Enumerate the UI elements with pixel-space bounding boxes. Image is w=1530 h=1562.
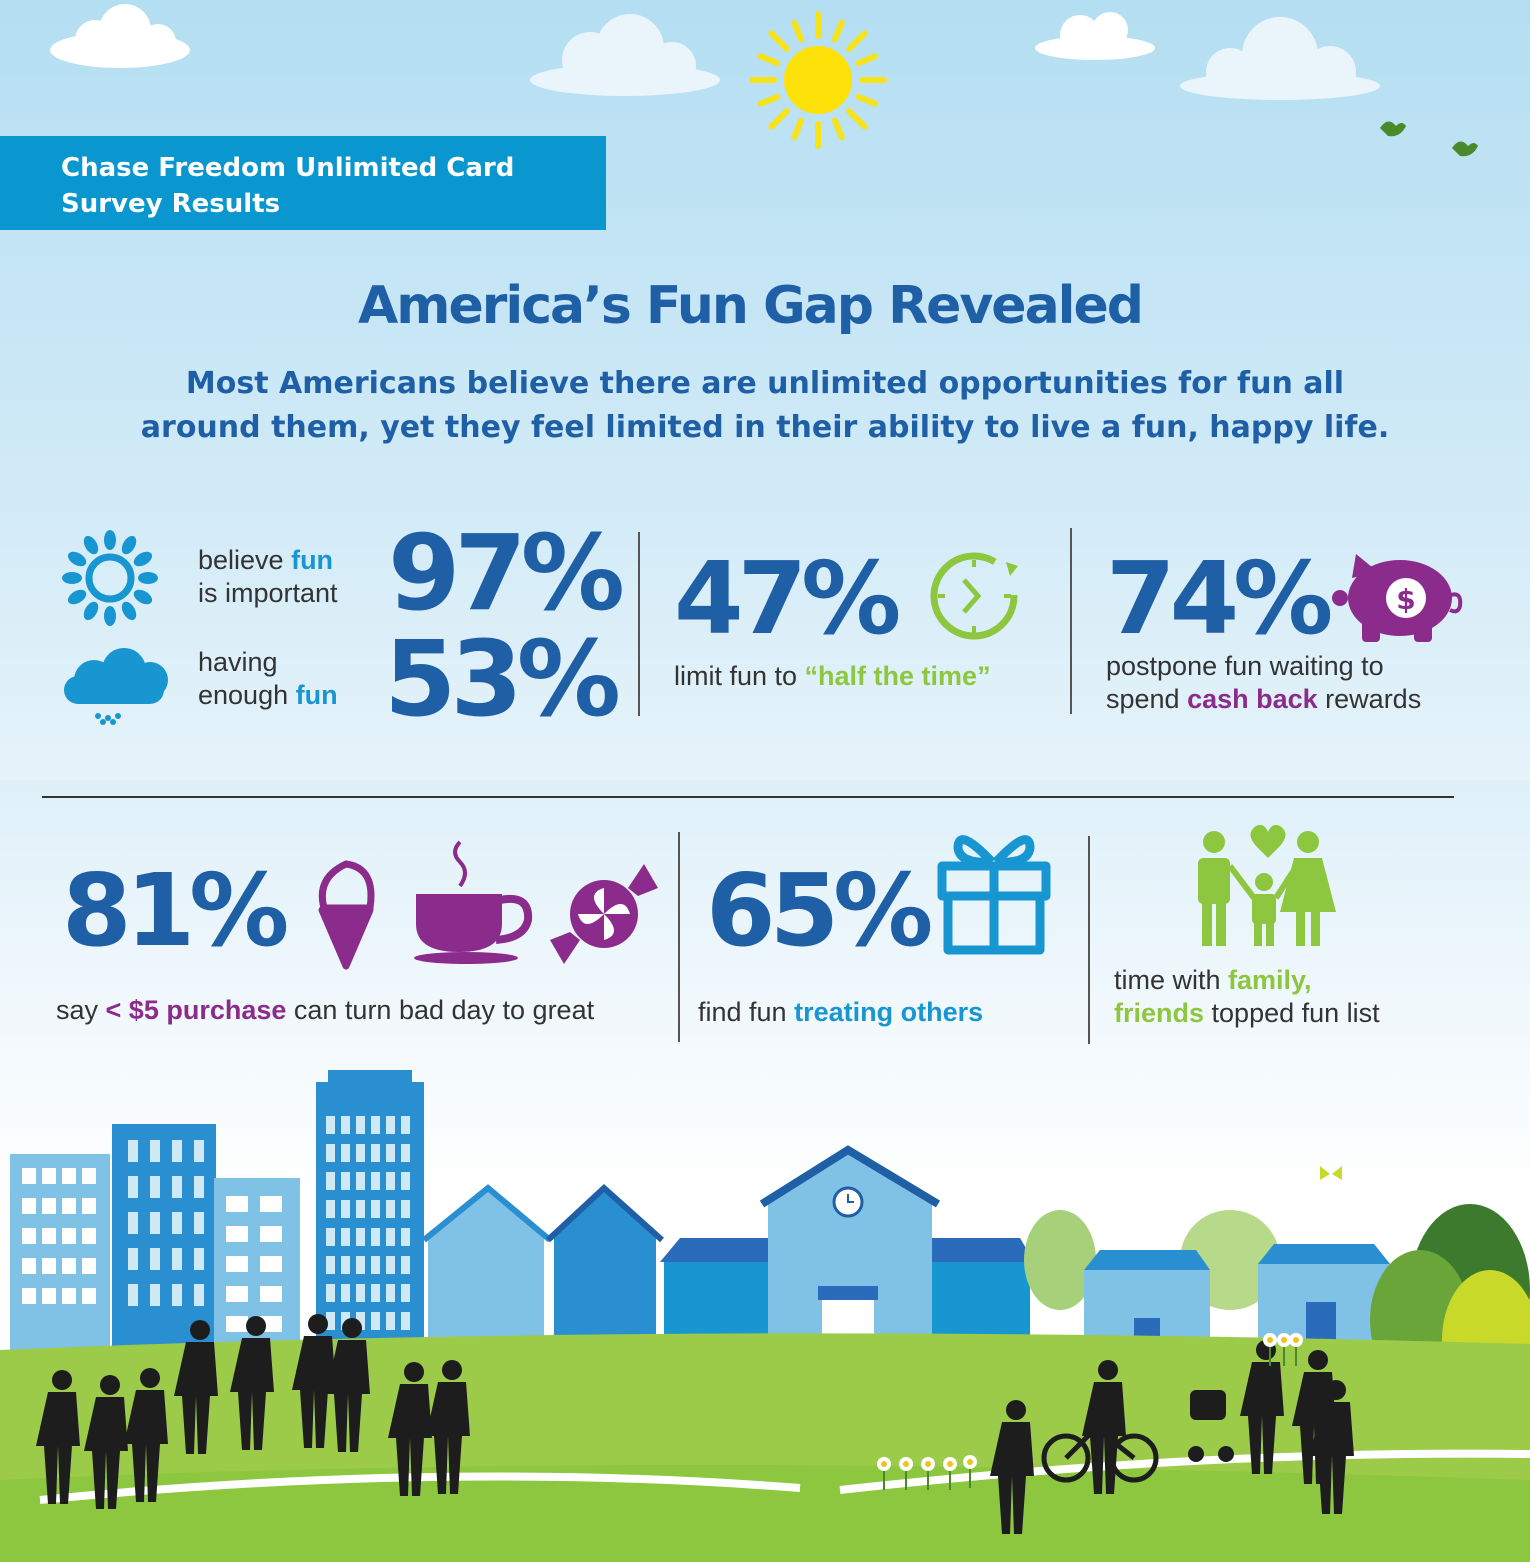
survey-banner <box>0 136 606 230</box>
purchase-post: can turn bad day to great <box>286 995 595 1025</box>
family-hl1: family, <box>1228 965 1312 995</box>
bird-icon <box>1380 121 1478 157</box>
svg-text:$: $ <box>1396 583 1415 616</box>
piggy-bank-icon: $ <box>1332 554 1463 642</box>
stat-81: 81% <box>62 852 289 969</box>
treating-hl: treating others <box>794 997 984 1027</box>
subtitle-line1: Most Americans believe there are unlimit… <box>185 366 1345 401</box>
coffee-cup-icon <box>414 840 533 964</box>
stat-65: 65% <box>706 852 933 969</box>
family-post: topped fun list <box>1204 998 1380 1028</box>
cash-back-line1: postpone fun waiting to <box>1106 651 1384 681</box>
section-divider <box>42 796 1454 798</box>
divider <box>1088 836 1090 1044</box>
city-scene <box>0 1070 1530 1562</box>
enough-fun-label: having enough fun <box>198 646 338 712</box>
fun-important-pre: believe <box>198 545 292 575</box>
family-icon <box>1198 824 1336 946</box>
family-pre: time with <box>1114 965 1229 995</box>
house <box>422 1183 665 1340</box>
half-time-hl: “half the time” <box>804 661 991 691</box>
cloud-icon <box>1180 17 1380 100</box>
school-building <box>660 1145 1034 1360</box>
fun-important-post: is important <box>198 578 338 608</box>
stat-53: 53% <box>384 618 621 740</box>
stat-97: 97% <box>388 512 625 634</box>
family-hl2: friends <box>1114 998 1205 1028</box>
survey-banner-line2: Survey Results <box>61 189 281 219</box>
stat-47: 47% <box>674 540 901 657</box>
survey-banner-line1: Chase Freedom Unlimited Card <box>61 153 515 183</box>
divider <box>638 532 640 716</box>
skyscraper <box>10 1070 424 1354</box>
page-title: America’s Fun Gap Revealed <box>358 276 1144 336</box>
survey-banner-text: Chase Freedom Unlimited Card Survey Resu… <box>61 150 601 222</box>
people-silhouettes <box>36 1314 1354 1534</box>
sky-decorations <box>50 4 1478 157</box>
purchase-pre: say <box>56 995 106 1025</box>
enough-fun-hl: fun <box>295 680 338 710</box>
subtitle-line2: around them, yet they feel limited in th… <box>140 410 1390 445</box>
family-label: time with family, friends topped fun lis… <box>1114 964 1380 1030</box>
rain-cloud-icon <box>64 648 168 725</box>
clock-icon <box>930 552 1018 640</box>
gift-icon <box>937 835 1051 955</box>
cloud-icon <box>1035 12 1155 60</box>
fun-important-hl: fun <box>291 545 334 575</box>
half-time-pre: limit fun to <box>674 661 805 691</box>
treating-label: find fun treating others <box>698 996 983 1029</box>
purchase-hl: < $5 purchase <box>105 995 287 1025</box>
cloud-icon <box>50 4 190 68</box>
cloud-icon <box>530 14 720 96</box>
dollar-icon <box>1386 578 1426 618</box>
ice-cream-icon <box>318 860 375 970</box>
bicycle <box>1041 1412 1159 1483</box>
cash-back-hl: cash back <box>1187 684 1318 714</box>
cash-back-post: rewards <box>1317 684 1422 714</box>
half-time-label: limit fun to “half the time” <box>674 660 991 693</box>
purchase-label: say < $5 purchase can turn bad day to gr… <box>56 994 594 1027</box>
fun-important-label: believe fun is important <box>198 544 338 610</box>
divider <box>678 832 680 1042</box>
sun-icon <box>62 530 158 626</box>
flowers <box>877 1333 1303 1490</box>
treating-pre: find fun <box>698 997 795 1027</box>
stat-74: 74% <box>1106 540 1333 657</box>
page-subtitle: Most Americans believe there are unlimit… <box>55 362 1475 450</box>
sun-icon <box>749 11 887 149</box>
cash-back-pre: spend <box>1106 684 1188 714</box>
enough-fun-mid: enough <box>198 680 296 710</box>
enough-fun-pre: having <box>198 647 278 677</box>
divider <box>1070 528 1072 714</box>
cash-back-label: postpone fun waiting to spend cash back … <box>1106 650 1421 716</box>
candy-icon <box>550 864 658 964</box>
